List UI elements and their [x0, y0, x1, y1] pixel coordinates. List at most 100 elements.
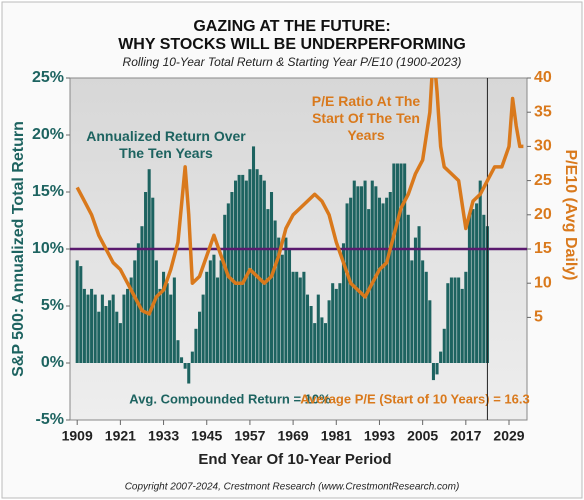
bar — [266, 209, 270, 363]
bar — [205, 271, 209, 363]
bar — [251, 146, 256, 363]
bar — [108, 300, 112, 363]
series-label: P/E Ratio At The Start Of The Ten Years — [311, 93, 421, 143]
bar — [162, 271, 166, 363]
footer: Copyright 2007-2024, Crestmont Research … — [125, 482, 460, 493]
bar — [93, 294, 97, 363]
y-tick-label: 10% — [32, 240, 64, 257]
y2-axis-label: P/E10 (Avg Daily) — [562, 149, 579, 280]
bar — [367, 209, 371, 363]
bar — [482, 214, 486, 363]
bar — [345, 203, 349, 363]
bar — [399, 163, 403, 363]
bar — [165, 283, 169, 363]
bar — [158, 288, 162, 363]
bar — [442, 328, 446, 363]
bar — [180, 357, 184, 363]
x-tick-label: 1921 — [105, 428, 136, 444]
bar — [255, 169, 259, 363]
annotation: Average P/E (Start of 10 Years) = 16.3 — [300, 391, 529, 406]
bar — [140, 226, 144, 363]
bar — [381, 203, 385, 363]
bar — [388, 192, 392, 363]
bar — [100, 294, 104, 363]
y2-tick-label: 40 — [534, 69, 552, 86]
bar — [431, 363, 435, 381]
bar — [327, 300, 331, 363]
series-label: Annualized Return Over The Ten Years — [86, 128, 246, 161]
x-tick-label: 1945 — [191, 428, 222, 444]
bar — [403, 163, 407, 363]
bar — [201, 294, 205, 363]
bar — [460, 288, 464, 363]
bar — [169, 294, 173, 363]
bar — [464, 271, 468, 363]
pe-line — [75, 78, 524, 316]
bar — [413, 237, 417, 363]
bar — [97, 311, 101, 363]
bar — [237, 174, 241, 363]
x-tick-label: 1957 — [234, 428, 265, 444]
y-axis-label: S&P 500: Annualized Total Return — [10, 121, 27, 377]
bar — [395, 163, 399, 363]
bar — [90, 288, 94, 363]
bar — [198, 311, 202, 363]
y2-tick-label: 10 — [534, 274, 552, 291]
bar — [363, 180, 367, 363]
bar — [241, 174, 245, 363]
y-tick-label: 25% — [32, 69, 64, 86]
bar — [133, 260, 137, 363]
bar — [359, 186, 364, 363]
bar — [323, 323, 328, 363]
bar — [417, 226, 421, 363]
bar — [377, 197, 381, 363]
x-tick-label: 1909 — [62, 428, 93, 444]
bar — [111, 294, 115, 363]
bar — [457, 277, 461, 363]
bar — [439, 351, 443, 363]
x-axis-label: End Year Of 10-Year Period — [198, 451, 391, 468]
bar — [259, 174, 263, 363]
bar — [309, 306, 313, 363]
bar — [194, 328, 198, 363]
bar — [262, 180, 266, 363]
y2-tick-label: 35 — [534, 103, 552, 120]
bar — [144, 192, 148, 363]
y-tick-label: -5% — [36, 411, 64, 428]
x-tick-label: 2017 — [450, 428, 481, 444]
bar — [284, 237, 288, 363]
bar — [410, 260, 414, 363]
bar — [151, 197, 155, 363]
bar — [331, 283, 335, 363]
y2-tick-label: 20 — [534, 206, 552, 223]
bar — [126, 288, 130, 363]
bar — [219, 260, 223, 363]
y-tick-label: 15% — [32, 183, 64, 200]
bar — [428, 300, 432, 363]
bar — [86, 294, 90, 363]
bar — [75, 260, 79, 363]
bar — [385, 197, 389, 363]
bar — [187, 363, 191, 384]
bar — [475, 203, 479, 363]
bar — [226, 203, 230, 363]
annotation: Avg. Compounded Return = 10% — [129, 391, 331, 406]
bar — [154, 260, 158, 363]
bar — [172, 277, 176, 363]
bar — [223, 214, 227, 363]
bar — [82, 288, 86, 363]
x-tick-label: 1969 — [278, 428, 309, 444]
bar — [302, 271, 306, 363]
y-tick-label: 20% — [32, 126, 64, 143]
bar — [277, 237, 281, 363]
y2-tick-label: 15 — [534, 240, 552, 257]
bar — [334, 288, 338, 363]
bar — [298, 277, 302, 363]
bar — [446, 283, 450, 363]
bar — [248, 169, 252, 363]
bar — [320, 317, 324, 363]
bar — [467, 214, 471, 363]
bar — [291, 271, 295, 363]
bar — [190, 351, 194, 363]
